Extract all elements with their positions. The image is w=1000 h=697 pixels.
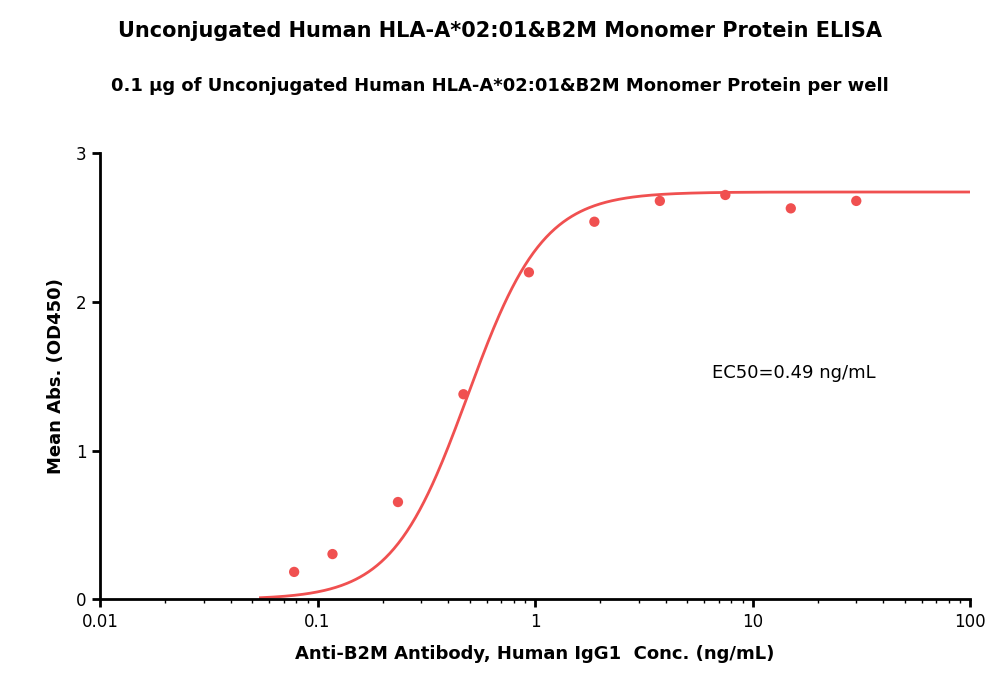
Text: 0.1 μg of Unconjugated Human HLA-A*02:01&B2M Monomer Protein per well: 0.1 μg of Unconjugated Human HLA-A*02:01… xyxy=(111,77,889,95)
Point xyxy=(390,496,406,507)
Point xyxy=(455,389,471,400)
Point xyxy=(521,267,537,278)
Point xyxy=(848,195,864,206)
Point xyxy=(783,203,799,214)
Point xyxy=(586,216,602,227)
Y-axis label: Mean Abs. (OD450): Mean Abs. (OD450) xyxy=(47,278,65,475)
Text: EC50=0.49 ng/mL: EC50=0.49 ng/mL xyxy=(712,365,875,383)
Text: Unconjugated Human HLA-A*02:01&B2M Monomer Protein ELISA: Unconjugated Human HLA-A*02:01&B2M Monom… xyxy=(118,21,882,41)
Point xyxy=(652,195,668,206)
Point xyxy=(324,549,340,560)
Point xyxy=(286,567,302,578)
Point xyxy=(717,190,733,201)
X-axis label: Anti-B2M Antibody, Human IgG1  Conc. (ng/mL): Anti-B2M Antibody, Human IgG1 Conc. (ng/… xyxy=(295,645,775,663)
